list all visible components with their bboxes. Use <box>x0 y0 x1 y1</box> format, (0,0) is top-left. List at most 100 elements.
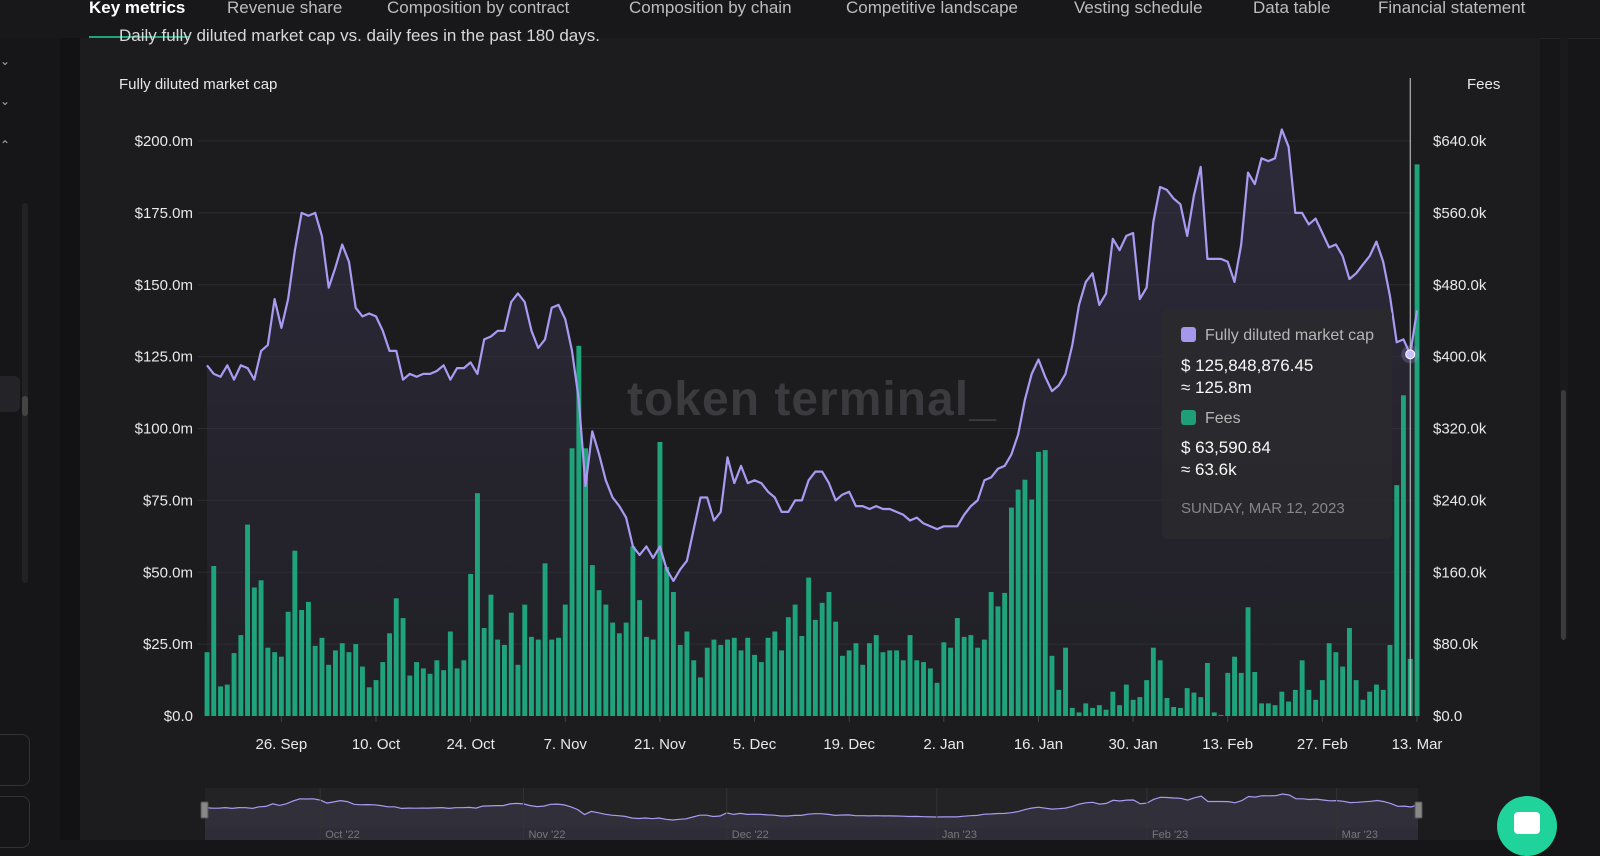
fees-bar[interactable] <box>562 604 568 716</box>
fees-bar[interactable] <box>407 675 413 716</box>
fees-bar[interactable] <box>1326 643 1332 716</box>
tab-revenue-share[interactable]: Revenue share <box>227 0 343 17</box>
fees-bar[interactable] <box>306 601 311 716</box>
fees-bar[interactable] <box>603 604 609 716</box>
fees-bar[interactable] <box>1130 699 1136 716</box>
fees-bar[interactable] <box>1178 707 1183 716</box>
fees-bar[interactable] <box>1029 499 1035 717</box>
fees-bar[interactable] <box>921 662 926 716</box>
fees-bar[interactable] <box>1232 656 1237 716</box>
fees-bar[interactable] <box>1225 672 1231 716</box>
fees-bar[interactable] <box>853 643 859 716</box>
fees-bar[interactable] <box>657 442 663 716</box>
chevron-down-icon[interactable]: ⌄ <box>0 94 11 108</box>
fees-bar[interactable] <box>1306 689 1312 716</box>
fees-bar[interactable] <box>231 653 237 716</box>
fees-bar[interactable] <box>1137 697 1143 716</box>
fees-bar[interactable] <box>698 677 703 716</box>
fees-bar[interactable] <box>312 645 318 716</box>
fees-bar[interactable] <box>785 617 791 716</box>
fees-bar[interactable] <box>481 628 487 716</box>
fees-bar[interactable] <box>806 577 812 716</box>
fees-bar[interactable] <box>644 636 649 716</box>
fees-bar[interactable] <box>1374 684 1379 716</box>
fees-bar[interactable] <box>204 652 210 716</box>
fees-bar[interactable] <box>650 639 656 716</box>
fees-bar[interactable] <box>1353 680 1359 716</box>
fees-bar[interactable] <box>1042 450 1048 716</box>
fees-bar[interactable] <box>299 610 305 716</box>
fees-bar[interactable] <box>616 633 622 716</box>
fees-bar[interactable] <box>1272 705 1278 716</box>
fees-bar[interactable] <box>583 448 588 716</box>
tab-competitive-landscape[interactable]: Competitive landscape <box>846 0 1018 17</box>
fees-bar[interactable] <box>846 650 852 716</box>
fees-bar[interactable] <box>549 639 555 716</box>
fees-bar[interactable] <box>319 637 325 716</box>
fees-bar[interactable] <box>211 566 217 716</box>
fees-bar[interactable] <box>1286 701 1291 716</box>
chevron-down-icon[interactable]: ⌄ <box>0 54 11 68</box>
fees-bar[interactable] <box>981 639 987 716</box>
fees-bar[interactable] <box>251 587 257 717</box>
fees-bar[interactable] <box>779 650 784 716</box>
fees-bar[interactable] <box>840 655 845 716</box>
sidebar-selected-item[interactable] <box>0 376 20 412</box>
fees-bar[interactable] <box>400 618 406 716</box>
fees-bar[interactable] <box>1056 689 1062 716</box>
fees-bar[interactable] <box>975 647 981 716</box>
fees-bar[interactable] <box>873 635 879 716</box>
fees-bar[interactable] <box>414 662 419 716</box>
fees-bar[interactable] <box>326 664 332 716</box>
fees-bar[interactable] <box>576 345 582 716</box>
fees-bar[interactable] <box>671 592 676 716</box>
fees-bar[interactable] <box>373 680 379 716</box>
fees-bar[interactable] <box>1387 645 1393 716</box>
page-scrollbar[interactable] <box>1560 38 1568 638</box>
fees-bar[interactable] <box>772 631 778 717</box>
fees-bar[interactable] <box>596 590 602 716</box>
fees-bar[interactable] <box>948 647 953 716</box>
fees-bar[interactable] <box>589 565 595 716</box>
fees-bar[interactable] <box>488 594 494 716</box>
fees-bar[interactable] <box>968 635 974 716</box>
fees-bar[interactable] <box>691 660 697 716</box>
fees-bar[interactable] <box>725 639 730 716</box>
navigator-handle[interactable] <box>1414 801 1423 819</box>
fees-bar[interactable] <box>265 647 271 716</box>
fees-bar[interactable] <box>1401 395 1406 716</box>
fees-bar[interactable] <box>1238 672 1244 716</box>
fees-bar[interactable] <box>610 622 616 716</box>
tab-financial-statement[interactable]: Financial statement <box>1378 0 1526 17</box>
fees-bar[interactable] <box>1063 647 1068 716</box>
fees-bar[interactable] <box>914 660 920 716</box>
fees-bar[interactable] <box>1394 485 1400 716</box>
fees-bar[interactable] <box>1211 712 1217 716</box>
fees-bar[interactable] <box>529 636 534 716</box>
fees-bar[interactable] <box>1205 663 1210 716</box>
fees-bar[interactable] <box>475 493 480 716</box>
sidebar-card[interactable] <box>0 734 30 786</box>
fees-bar[interactable] <box>1076 712 1082 716</box>
fees-bar[interactable] <box>285 611 291 716</box>
fees-bar[interactable] <box>826 592 832 716</box>
fees-bar[interactable] <box>812 619 818 716</box>
fees-bar[interactable] <box>502 645 507 716</box>
fees-bar[interactable] <box>515 664 521 716</box>
fees-bar[interactable] <box>434 660 440 716</box>
fees-bar[interactable] <box>258 580 264 716</box>
fees-bar[interactable] <box>339 643 345 716</box>
fees-bar[interactable] <box>1002 592 1008 716</box>
fees-bar[interactable] <box>664 566 670 716</box>
fees-bar[interactable] <box>427 673 433 716</box>
fees-bar[interactable] <box>508 612 514 716</box>
fees-bar[interactable] <box>961 636 967 716</box>
fees-bar[interactable] <box>420 668 426 716</box>
fees-bar[interactable] <box>1164 698 1170 716</box>
fees-bar[interactable] <box>765 637 771 716</box>
fees-bar[interactable] <box>360 666 365 716</box>
fees-bar[interactable] <box>1096 705 1102 716</box>
fees-bar[interactable] <box>900 660 906 716</box>
fees-bar[interactable] <box>1110 691 1116 716</box>
fees-bar[interactable] <box>1184 688 1190 716</box>
